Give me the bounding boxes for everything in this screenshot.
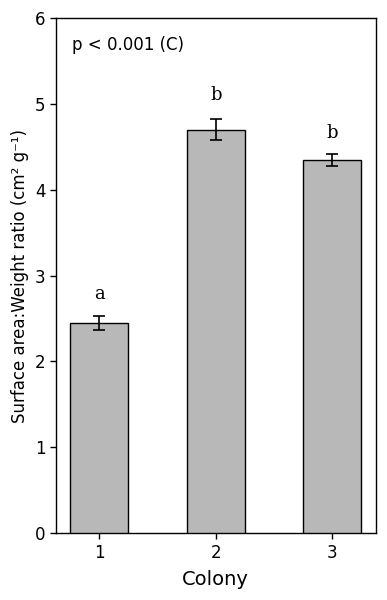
Text: a: a [94,285,105,303]
Bar [187,130,245,533]
Bar [70,323,128,533]
Text: b: b [327,124,338,142]
X-axis label: Colony: Colony [182,570,249,589]
Bar [303,160,361,533]
Text: p < 0.001 (C): p < 0.001 (C) [72,36,184,54]
Text: b: b [210,86,221,104]
Y-axis label: Surface area:Weight ratio (cm² g⁻¹): Surface area:Weight ratio (cm² g⁻¹) [11,128,29,422]
